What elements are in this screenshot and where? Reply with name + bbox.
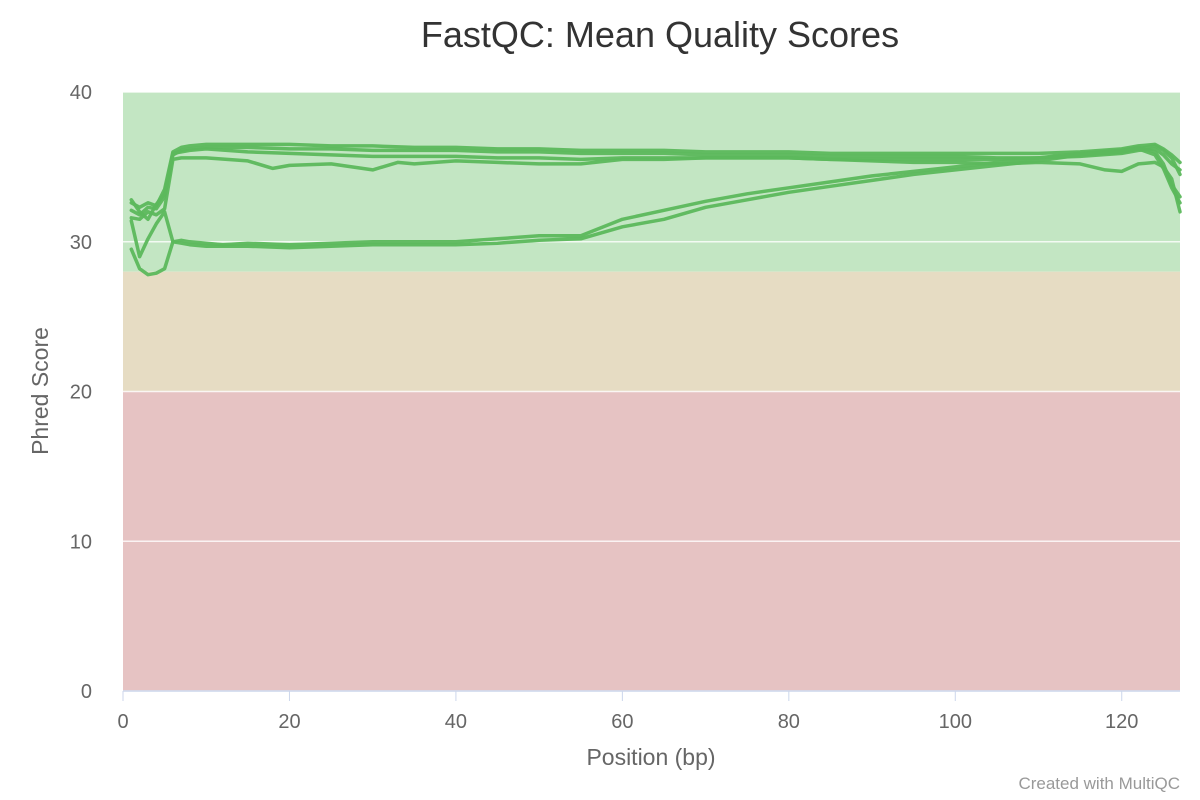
x-axis: 0 20 40 60 80 100 120 <box>117 690 1180 733</box>
x-tick-label-20: 20 <box>278 711 300 733</box>
chart-title: FastQC: Mean Quality Scores <box>420 14 900 55</box>
credit-text: Created with MultiQC <box>1018 774 1180 793</box>
y-axis-title: Phred Score <box>27 327 53 455</box>
x-tick-label-0: 0 <box>117 711 128 733</box>
x-tick-label-100: 100 <box>939 711 972 733</box>
y-tick-label-0: 0 <box>81 681 92 703</box>
y-axis: 0 10 20 30 40 <box>70 82 92 703</box>
quality-band-1 <box>123 271 1180 392</box>
quality-bands <box>123 92 1180 691</box>
series-line-3 <box>129 156 1182 222</box>
series-line-6 <box>129 147 1182 259</box>
y-tick-label-30: 30 <box>70 232 92 254</box>
x-tick-label-80: 80 <box>778 711 800 733</box>
x-tick-label-60: 60 <box>611 711 633 733</box>
y-tick-label-20: 20 <box>70 382 92 404</box>
x-tick-label-40: 40 <box>445 711 467 733</box>
x-axis-title: Position (bp) <box>586 744 715 770</box>
y-tick-label-10: 10 <box>70 531 92 553</box>
y-tick-label-40: 40 <box>70 82 92 104</box>
x-tick-label-120: 120 <box>1105 711 1138 733</box>
series-lines <box>129 142 1182 277</box>
